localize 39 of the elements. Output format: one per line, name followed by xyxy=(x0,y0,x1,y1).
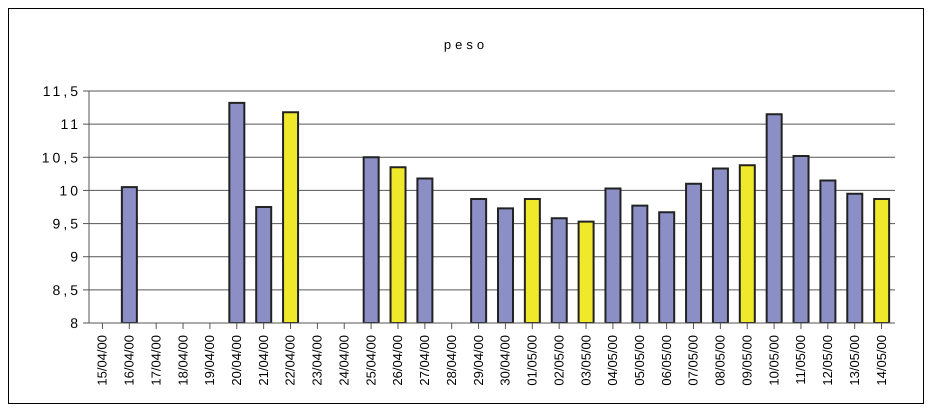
x-tick-label: 27/04/00 xyxy=(417,335,432,386)
y-tick-label: 10 xyxy=(59,182,81,198)
chart-title: peso xyxy=(442,37,490,52)
x-tick-label: 21/04/00 xyxy=(256,335,271,386)
x-tick-label: 16/04/00 xyxy=(122,335,137,386)
x-tick-label: 11/05/00 xyxy=(793,335,808,385)
y-tick-label: 8 xyxy=(70,314,81,331)
x-tick-label: 14/05/00 xyxy=(874,335,889,386)
x-tick-label: 28/04/00 xyxy=(444,335,459,386)
x-tick-label: 25/04/00 xyxy=(363,335,378,386)
y-tick-label: 11,5 xyxy=(42,82,81,99)
x-tick-label: 10/05/00 xyxy=(766,335,782,386)
x-tick-label: 09/05/00 xyxy=(739,335,754,386)
x-tick-label: 13/05/00 xyxy=(846,335,862,386)
y-tick-label: 11 xyxy=(60,116,81,132)
x-tick-label: 23/04/00 xyxy=(310,335,325,386)
x-tick-label: 18/04/00 xyxy=(175,335,190,386)
x-tick-label: 07/05/00 xyxy=(686,335,701,386)
x-tick-label: 05/05/00 xyxy=(632,335,647,386)
x-tick-label: 20/04/00 xyxy=(228,335,244,386)
y-tick-label: 9,5 xyxy=(52,216,81,232)
x-tick-label: 06/05/00 xyxy=(658,335,674,386)
y-tick-label: 9 xyxy=(70,248,81,265)
y-tick-label: 10,5 xyxy=(42,149,81,166)
x-tick-label: 17/04/00 xyxy=(148,335,164,386)
x-tick-label: 03/05/00 xyxy=(578,335,594,386)
x-tick-label: 19/04/00 xyxy=(202,335,218,386)
x-tick-label: 26/04/00 xyxy=(390,335,406,386)
x-tick-label: 22/04/00 xyxy=(282,335,298,386)
x-tick-label: 29/04/00 xyxy=(470,335,486,386)
y-tick-label: 8,5 xyxy=(52,282,81,298)
x-tick-label: 24/04/00 xyxy=(336,335,352,386)
x-tick-label: 02/05/00 xyxy=(551,335,566,386)
x-tick-label: 15/04/00 xyxy=(94,335,110,386)
x-tick-label: 08/05/00 xyxy=(712,335,728,386)
x-tick-label: 30/04/00 xyxy=(498,335,513,386)
x-tick-label: 01/05/00 xyxy=(524,335,540,386)
x-tick-label: 04/05/00 xyxy=(605,335,620,386)
x-tick-label: 12/05/00 xyxy=(820,335,836,386)
